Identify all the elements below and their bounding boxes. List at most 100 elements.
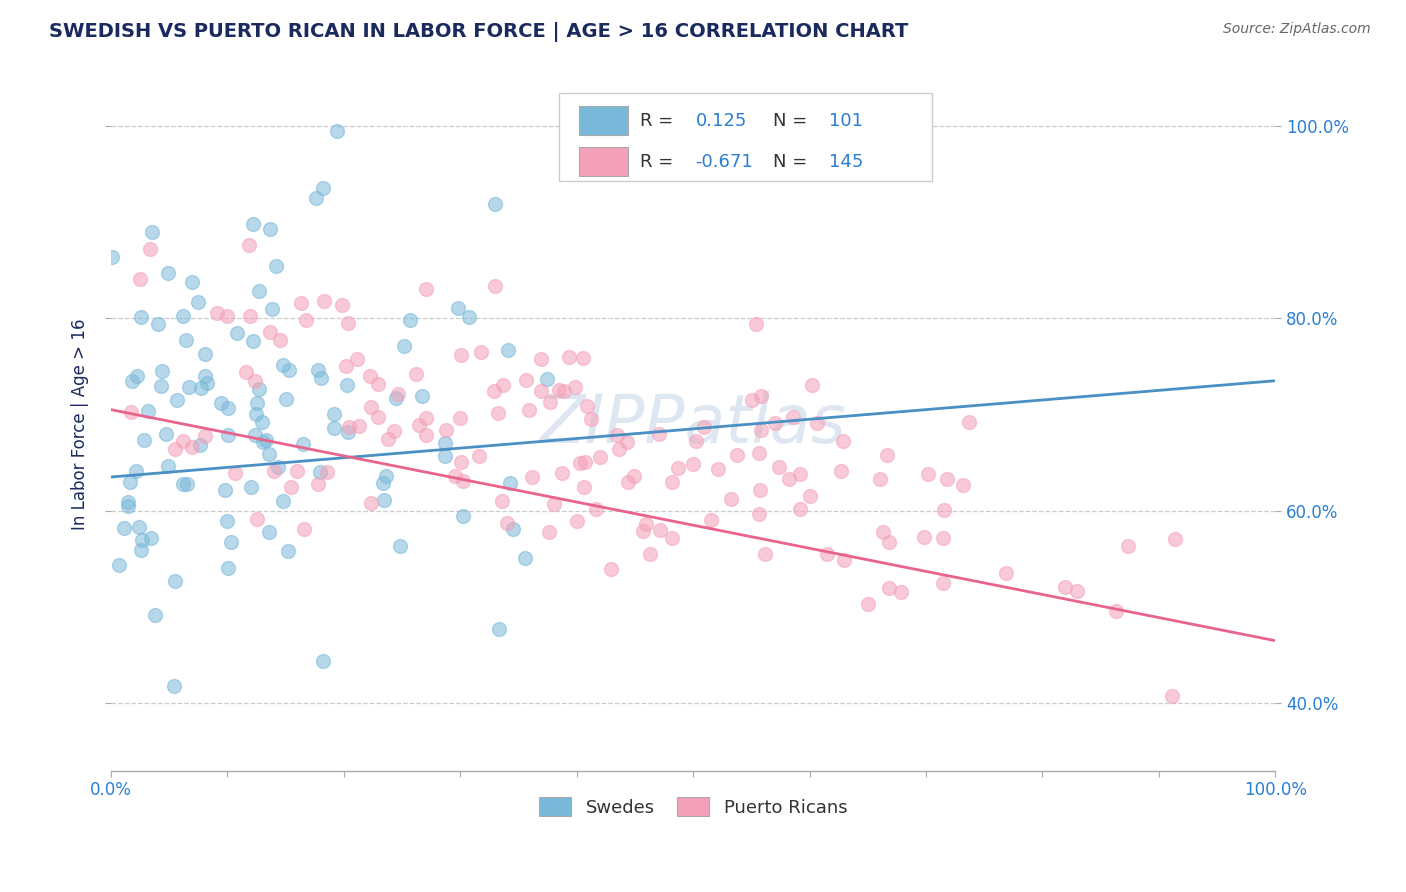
Point (408, 417, 430, 432)
Point (382, 424, 405, 438)
Point (599, 561, 621, 575)
Point (502, 522, 524, 536)
Point (589, 450, 612, 464)
Point (336, 425, 359, 439)
Point (291, 437, 314, 451)
Point (617, 475, 640, 489)
Point (520, 469, 543, 483)
Point (768, 459, 790, 474)
Point (150, 364, 173, 378)
Point (444, 468, 467, 483)
Point (117, 495, 139, 509)
Point (931, 576, 953, 591)
Point (190, 381, 212, 395)
Point (120, 475, 142, 489)
Point (262, 301, 284, 316)
Point (219, 535, 242, 549)
Point (120, 405, 142, 419)
Point (335, 359, 357, 373)
Point (720, 492, 742, 507)
Point (217, 310, 239, 324)
Point (495, 516, 517, 530)
Point (1053, 580, 1076, 594)
Point (806, 416, 828, 430)
Point (242, 334, 264, 348)
Point (869, 472, 891, 486)
Point (215, 514, 238, 528)
Bar (579, 147, 628, 176)
Point (749, 389, 772, 403)
Point (685, 434, 707, 449)
Point (536, 372, 558, 386)
Point (188, 438, 211, 452)
Point (243, 374, 266, 388)
Point (1161, 690, 1184, 704)
Point (411, 389, 433, 403)
Point (141, 225, 163, 239)
Point (682, 457, 704, 471)
Point (177, 380, 200, 394)
Point (245, 396, 267, 410)
Point (558, 350, 581, 364)
Point (187, 295, 209, 310)
Point (749, 423, 772, 437)
Point (530, 384, 553, 399)
Point (747, 507, 769, 521)
Point (259, 222, 281, 236)
Point (156, 266, 179, 280)
Point (312, 181, 335, 195)
Point (129, 310, 152, 324)
Point (174, 333, 197, 347)
Point (157, 458, 180, 473)
Point (912, 530, 935, 544)
Point (398, 312, 420, 326)
Point (450, 348, 472, 362)
Point (451, 509, 474, 524)
Point (377, 433, 399, 447)
Point (295, 312, 318, 326)
Point (801, 377, 824, 392)
Point (434, 435, 457, 450)
Point (371, 476, 394, 491)
Point (326, 124, 349, 138)
Point (415, 282, 437, 296)
Point (631, 524, 654, 539)
Point (225, 326, 247, 340)
Point (693, 419, 716, 434)
Text: 0.125: 0.125 (696, 112, 747, 129)
Point (856, 597, 879, 611)
Point (725, 448, 748, 462)
Point (194, 428, 217, 442)
Point (453, 475, 475, 489)
Point (749, 483, 772, 497)
Point (367, 409, 389, 424)
Point (217, 560, 239, 574)
Point (484, 196, 506, 211)
Point (1116, 539, 1139, 553)
Point (112, 521, 135, 535)
Point (139, 242, 162, 256)
Point (292, 522, 315, 536)
Point (575, 399, 598, 413)
Point (405, 367, 427, 381)
Point (872, 525, 894, 540)
Point (470, 345, 492, 359)
Point (367, 376, 389, 391)
Text: 145: 145 (830, 153, 863, 170)
Point (450, 455, 472, 469)
Point (574, 455, 596, 469)
Point (337, 420, 360, 434)
Point (323, 407, 346, 421)
Point (305, 191, 328, 205)
Point (830, 464, 852, 478)
Bar (579, 106, 628, 136)
Point (700, 513, 723, 527)
Point (347, 419, 370, 434)
Point (994, 566, 1017, 580)
Point (499, 475, 522, 490)
Text: -0.671: -0.671 (696, 153, 754, 170)
Point (128, 520, 150, 534)
Point (517, 403, 540, 417)
Point (172, 434, 194, 449)
Point (194, 368, 217, 383)
